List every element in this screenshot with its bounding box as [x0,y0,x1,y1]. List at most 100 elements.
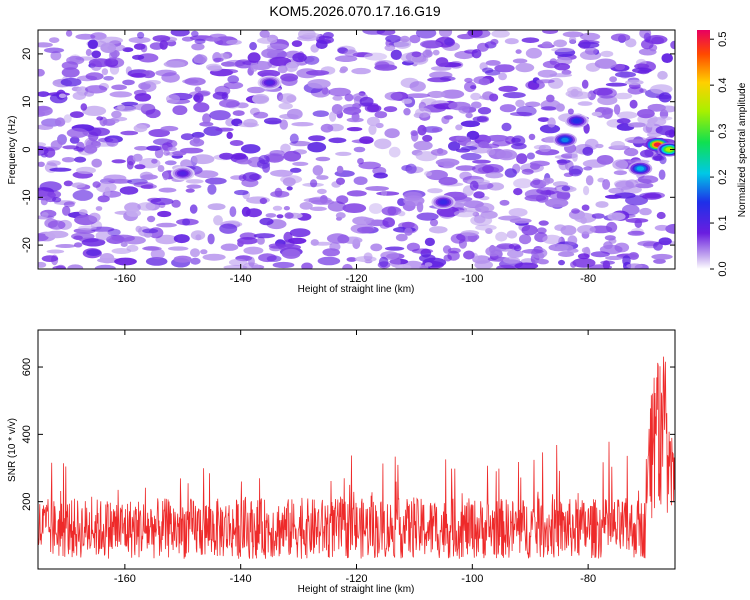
heatmap-blob [215,127,234,132]
heatmap-blob [257,37,278,44]
heatmap-blob [555,103,565,112]
colorbar-tick-label: 0.4 [717,78,729,93]
heatmap-blob [164,160,177,166]
heatmap-blob [168,246,189,251]
heatmap-blob [276,214,284,219]
heatmap-blob [364,52,388,61]
heatmap-blob [237,240,244,247]
heatmap-blob [232,110,245,116]
heatmap-blob [571,208,580,214]
spectrogram-x-tick-label: -120 [345,273,367,285]
heatmap-blob [152,35,171,42]
heatmap-blob [223,264,248,269]
heatmap-blob [381,206,402,216]
heatmap-blob [283,206,290,211]
snr-x-label: Height of straight line (km) [298,584,415,595]
heatmap-blob [536,187,559,195]
heatmap-blob [486,134,509,142]
heatmap-blob [572,258,596,268]
heatmap-blob [193,54,208,64]
heatmap-blob [99,36,124,45]
heatmap-blob [430,66,452,71]
spectrogram-heatmap [38,30,675,269]
heatmap-blob [627,122,646,128]
heatmap-blob [455,165,476,171]
heatmap-blob [170,30,190,37]
heatmap-blob [366,116,380,127]
heatmap-blob [558,251,575,257]
heatmap-blob [158,187,177,193]
heatmap-blob [186,184,202,189]
heatmap-blob [38,124,54,130]
colorbar-tick-label: 0.1 [717,215,729,230]
heatmap-blob [464,81,477,93]
spectrogram-y-tick-label: -10 [21,189,33,205]
heatmap-blob [625,38,637,48]
heatmap-blob [334,55,358,62]
heatmap-blob [146,145,162,151]
heatmap-blob [381,190,388,196]
heatmap-blob [395,264,412,269]
spectrogram-y-ticks: -20 -10 0 10 20 [21,48,675,253]
heatmap-blob [147,215,156,223]
heatmap-blob [556,56,573,65]
heatmap-blob [304,55,320,65]
heatmap-blob [279,119,288,130]
heatmap-blob [613,104,621,115]
heatmap-blob [640,149,654,158]
heatmap-blob [508,208,528,217]
heatmap-blob [465,112,473,119]
heatmap-blob [207,233,215,245]
heatmap-blob [374,138,392,150]
heatmap-blob [280,143,291,153]
heatmap-blob [395,233,408,242]
heatmap-blob [200,249,208,255]
heatmap-blob [370,243,383,252]
heatmap-blob [415,107,432,118]
heatmap-blob [514,262,539,269]
heatmap-blob [382,217,396,228]
heatmap-hotspot [561,137,569,143]
heatmap-blob [604,235,616,241]
colorbar-tick-label: 0.5 [717,32,729,47]
heatmap-blob [581,247,590,254]
heatmap-blob [409,81,426,92]
heatmap-blob [501,122,512,132]
heatmap-blob [91,50,101,59]
heatmap-blob [542,177,551,186]
heatmap-blob [247,86,265,94]
heatmap-blob [104,186,111,198]
heatmap-blob [199,121,214,127]
heatmap-blob [261,48,278,59]
heatmap-blob [427,188,443,194]
heatmap-blob [584,47,598,55]
heatmap-blob [65,30,73,37]
heatmap-blob [512,58,528,64]
heatmap-blob [240,144,261,154]
spectrogram-y-label: Frequency (Hz) [7,116,18,185]
heatmap-blob [594,58,617,69]
heatmap-blob [603,241,613,250]
heatmap-blob [172,105,188,115]
snr-x-tick-label: -120 [345,573,367,585]
heatmap-blob [477,107,492,115]
heatmap-blob [629,99,638,109]
heatmap-blob [190,257,201,265]
heatmap-blob [473,215,486,224]
heatmap-blob [259,217,274,226]
heatmap-blob [289,133,299,144]
heatmap-blob [424,262,433,267]
heatmap-blob [219,69,239,74]
heatmap-blob [632,67,652,74]
heatmap-blob [430,148,448,156]
heatmap-blob [163,149,170,156]
heatmap-blob [590,251,610,258]
heatmap-blob [496,264,515,269]
heatmap-blob [331,104,343,115]
heatmap-blob [239,232,257,240]
heatmap-blob [359,96,374,107]
heatmap-blob [623,148,639,157]
heatmap-blob [163,60,186,68]
heatmap-blob [109,91,133,98]
heatmap-blob [132,153,143,162]
